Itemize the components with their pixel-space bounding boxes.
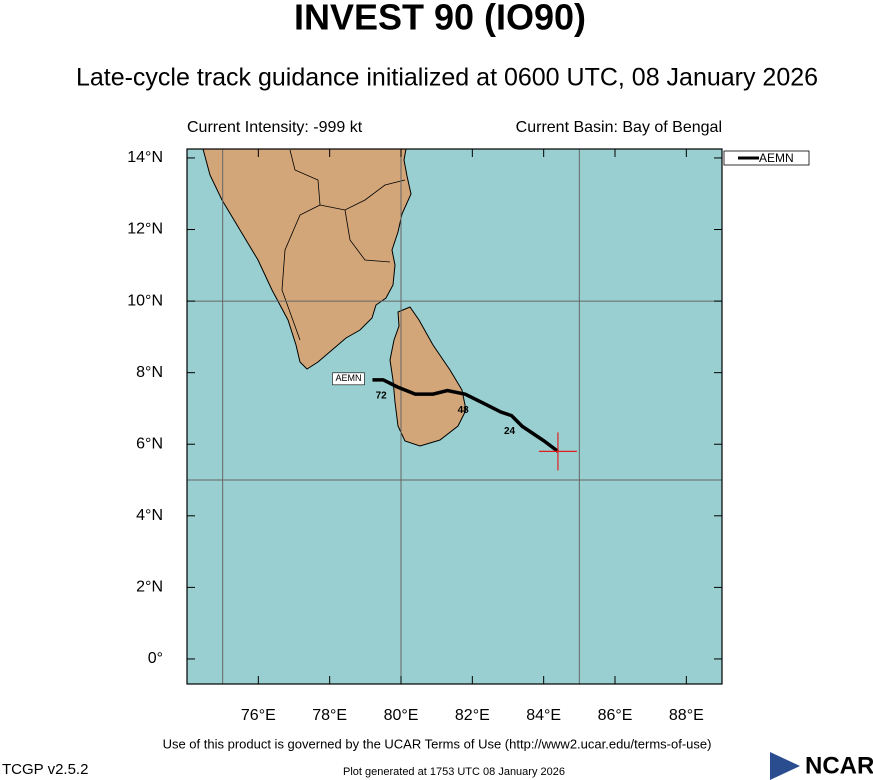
- logo-mark: [770, 752, 800, 780]
- track-line: [372, 378, 559, 453]
- track-tag: AEMN: [335, 373, 361, 383]
- x-tick-label: 86°E: [598, 707, 633, 724]
- y-tick-label: 6°N: [136, 435, 163, 452]
- hour-label: 72: [376, 390, 388, 401]
- y-tick-label: 2°N: [136, 579, 163, 596]
- footer-generated: Plot generated at 1753 UTC 08 January 20…: [343, 766, 565, 778]
- x-tick-label: 80°E: [384, 707, 419, 724]
- track-tag-box: [332, 372, 365, 386]
- title: INVEST 90 (IO90): [294, 0, 586, 38]
- y-tick-label: 10°N: [127, 292, 163, 309]
- hour-label: 24: [504, 426, 516, 437]
- legend-label: AEMN: [759, 151, 794, 165]
- y-tick-label: 0°: [148, 650, 163, 667]
- x-tick-label: 76°E: [241, 707, 276, 724]
- y-tick-label: 14°N: [127, 149, 163, 166]
- state-borders: [281, 149, 406, 341]
- footer-terms: Use of this product is governed by the U…: [163, 736, 712, 751]
- x-tick-label: 84°E: [526, 707, 561, 724]
- sri-lanka: [389, 306, 467, 447]
- y-tick-label: 4°N: [136, 507, 163, 524]
- logo: NCAR: [805, 752, 873, 779]
- india: [202, 149, 412, 370]
- y-tick-label: 12°N: [127, 221, 163, 238]
- x-tick-label: 78°E: [312, 707, 347, 724]
- land: [202, 149, 467, 447]
- footer-version: TCGP v2.5.2: [2, 761, 88, 778]
- subtitle: Late-cycle track guidance initialized at…: [76, 64, 818, 92]
- x-tick-label: 88°E: [669, 707, 704, 724]
- hour-label: 48: [458, 405, 470, 416]
- info-intensity: Current Intensity: -999 kt: [187, 119, 363, 136]
- x-tick-label: 82°E: [455, 707, 490, 724]
- grid: [187, 149, 722, 684]
- plot-frame: [186, 148, 723, 685]
- info-basin: Current Basin: Bay of Bengal: [516, 119, 722, 136]
- y-tick-label: 8°N: [136, 364, 163, 381]
- legend-box: [723, 150, 810, 166]
